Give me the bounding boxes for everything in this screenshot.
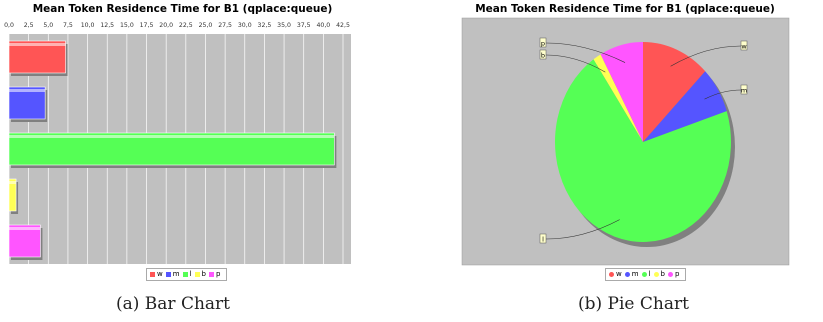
pie-label-leader: [545, 219, 620, 240]
bar-legend-entry-p: p: [208, 269, 221, 280]
bar-x-tick-label: 25,0: [199, 22, 213, 29]
bar-legend-label: w: [157, 270, 163, 278]
bar-x-tick-label: 10,0: [81, 22, 95, 29]
pie-slice-p: [600, 42, 643, 142]
pie-chart-title: Mean Token Residence Time for B1 (qplace…: [475, 3, 775, 15]
bar-legend-label: b: [201, 270, 206, 278]
pie-legend-swatch: [653, 271, 659, 277]
bar-x-tick-label: 35,0: [277, 22, 291, 29]
pie-label-p: p: [541, 40, 545, 48]
pie-legend-label: w: [616, 270, 622, 278]
bar-w: [8, 40, 66, 74]
bar-legend-entry-l: l: [182, 269, 192, 280]
bar-x-tick-label: 0,0: [4, 22, 14, 29]
bar-chart-caption: (a) Bar Chart: [116, 294, 231, 314]
pie-label-w: w: [741, 43, 747, 51]
pie-label-box: [740, 40, 748, 51]
bar-legend-entry-m: m: [165, 269, 180, 280]
bar-x-tick-label: 12,5: [100, 22, 114, 29]
bar-x-tick-label: 22,5: [179, 22, 193, 29]
bar-chart-svg: 0,0 2,5 5,0 7,5 10,0 12,5 15,0 17,5 20,0 22,5 25,0…: [4, 22, 351, 264]
pie-legend-entry-b: b: [653, 269, 665, 280]
pie-legend-entry-m: m: [624, 269, 639, 280]
bar-legend-swatch: [208, 271, 214, 277]
pie-legend-label: l: [648, 270, 651, 278]
bar-x-tick-label: 37,5: [297, 22, 311, 29]
pie-label-leader: [670, 45, 742, 67]
bar-x-tick-label: 5,0: [43, 22, 53, 29]
bar-x-tick-label: 2,5: [24, 22, 34, 29]
pie-label-leader: [545, 42, 626, 63]
pie-legend-label: p: [674, 270, 680, 278]
pie-label-leader: [704, 89, 742, 100]
bar-chart-panel: Mean Token Residence Time for B1 (qplace…: [0, 0, 365, 281]
bar-highlight: [9, 89, 46, 92]
bar-legend-swatch: [194, 271, 200, 277]
bar-x-tick-label: 17,5: [140, 22, 154, 29]
bar-legend-label: m: [172, 270, 180, 278]
bar-legend-entry-w: w: [150, 269, 163, 280]
pie-legend-entry-w: w: [609, 269, 622, 280]
pie-label-box: [539, 49, 547, 60]
bar-legend-label: p: [215, 270, 221, 278]
pie-legend-entry-p: p: [667, 269, 680, 280]
bar-highlight: [9, 43, 66, 46]
pie-legend-swatch: [641, 271, 647, 277]
bar-legend-swatch: [150, 271, 155, 277]
pie-slice-l: [555, 59, 731, 243]
pie-label-l: l: [542, 236, 544, 244]
pie-slice-b: [593, 54, 643, 142]
bar-x-tick-label: 30,0: [238, 22, 252, 29]
bar-x-tick-label: 7,5: [63, 22, 73, 29]
pie-chart-panel: Mean Token Residence Time for B1 (qplace…: [455, 0, 795, 281]
bar-legend-label: l: [189, 270, 192, 278]
pie-legend-label: m: [631, 270, 639, 278]
bar-highlight: [9, 181, 17, 184]
pie-legend-swatch: [624, 271, 630, 277]
bar-x-tick-label: 32,5: [258, 22, 272, 29]
pie-label-box: [539, 37, 547, 48]
pie-label-b: b: [541, 52, 545, 60]
bar-legend-swatch: [165, 271, 171, 277]
pie-chart-svg: w m l bp: [461, 17, 790, 266]
bar-legend-entry-b: b: [194, 269, 206, 280]
bar-x-tick-label: 27,5: [218, 22, 232, 29]
bar-l: [8, 132, 335, 166]
bar-highlight: [9, 227, 41, 230]
pie-label-m: m: [741, 87, 747, 95]
pie-legend-swatch: [667, 271, 673, 277]
pie-slice-m: [643, 71, 727, 142]
pie-legend-label: b: [660, 270, 665, 278]
pie-slice-w: [643, 42, 706, 142]
bar-b: [8, 178, 17, 212]
bar-highlight: [9, 135, 335, 138]
bar-p: [8, 224, 41, 258]
bar-x-tick-label: 40,0: [316, 22, 330, 29]
bar-legend-swatch: [182, 271, 188, 277]
pie-chart-caption: (b) Pie Chart: [578, 294, 689, 314]
bar-x-tick-label: 20,0: [159, 22, 173, 29]
bar-x-tick-label: 42,5: [336, 22, 350, 29]
pie-label-box: [539, 233, 547, 244]
bar-x-tick-label: 15,0: [120, 22, 134, 29]
pie-legend-swatch: [609, 271, 614, 277]
bar-chart-title: Mean Token Residence Time for B1 (qplace…: [32, 3, 333, 15]
bar-m: [8, 86, 46, 120]
pie-label-leader: [545, 54, 606, 73]
pie-label-box: [740, 84, 748, 95]
pie-legend-entry-l: l: [641, 269, 651, 280]
